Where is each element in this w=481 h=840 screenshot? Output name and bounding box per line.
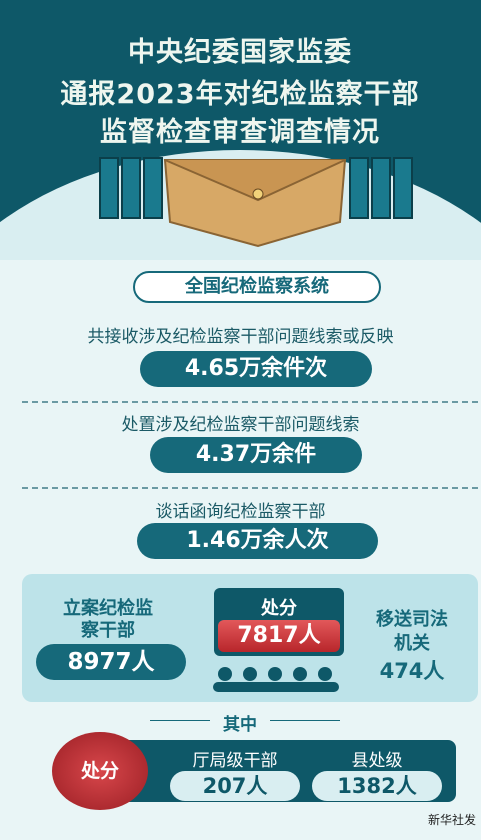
divider bbox=[22, 487, 478, 489]
stat-value: 4.37万余件 bbox=[150, 437, 362, 473]
bureau-value: 207人 bbox=[170, 771, 300, 801]
county-label: 县处级 bbox=[312, 746, 442, 771]
stat-label: 处置涉及纪检监察干部问题线索 bbox=[0, 410, 481, 435]
transferred-value: 474人 bbox=[350, 655, 474, 685]
punished-value: 7817人 bbox=[218, 620, 340, 652]
divider bbox=[22, 401, 478, 403]
people-icons bbox=[205, 664, 355, 694]
sub-label: 处分 bbox=[52, 732, 148, 810]
bureau-label: 厅局级干部 bbox=[170, 746, 300, 771]
credit: 新华社发 bbox=[428, 811, 476, 828]
filed-label: 立案纪检监察干部 bbox=[62, 598, 154, 642]
title-line: 监督检查审查调查情况 bbox=[0, 110, 481, 149]
rule bbox=[150, 720, 210, 721]
infographic: 中央纪委国家监委 通报2023年对纪检监察干部 监督检查审查调查情况 全国纪检监… bbox=[0, 0, 481, 840]
title-line: 通报2023年对纪检监察干部 bbox=[0, 72, 481, 111]
stat-value: 4.65万余件次 bbox=[140, 351, 372, 387]
section-heading: 全国纪检监察系统 bbox=[133, 271, 381, 303]
punished-label: 处分 bbox=[214, 594, 344, 620]
filed-value: 8977人 bbox=[36, 644, 186, 680]
stat-label: 共接收涉及纪检监察干部问题线索或反映 bbox=[0, 322, 481, 347]
stat-label: 谈话函询纪检监察干部 bbox=[0, 497, 481, 522]
title-line: 中央纪委国家监委 bbox=[0, 30, 481, 69]
rule bbox=[270, 720, 340, 721]
stat-value: 1.46万余人次 bbox=[137, 523, 378, 559]
transferred-label: 移送司法机关 bbox=[370, 608, 454, 656]
among-label: 其中 bbox=[210, 710, 270, 735]
county-value: 1382人 bbox=[312, 771, 442, 801]
